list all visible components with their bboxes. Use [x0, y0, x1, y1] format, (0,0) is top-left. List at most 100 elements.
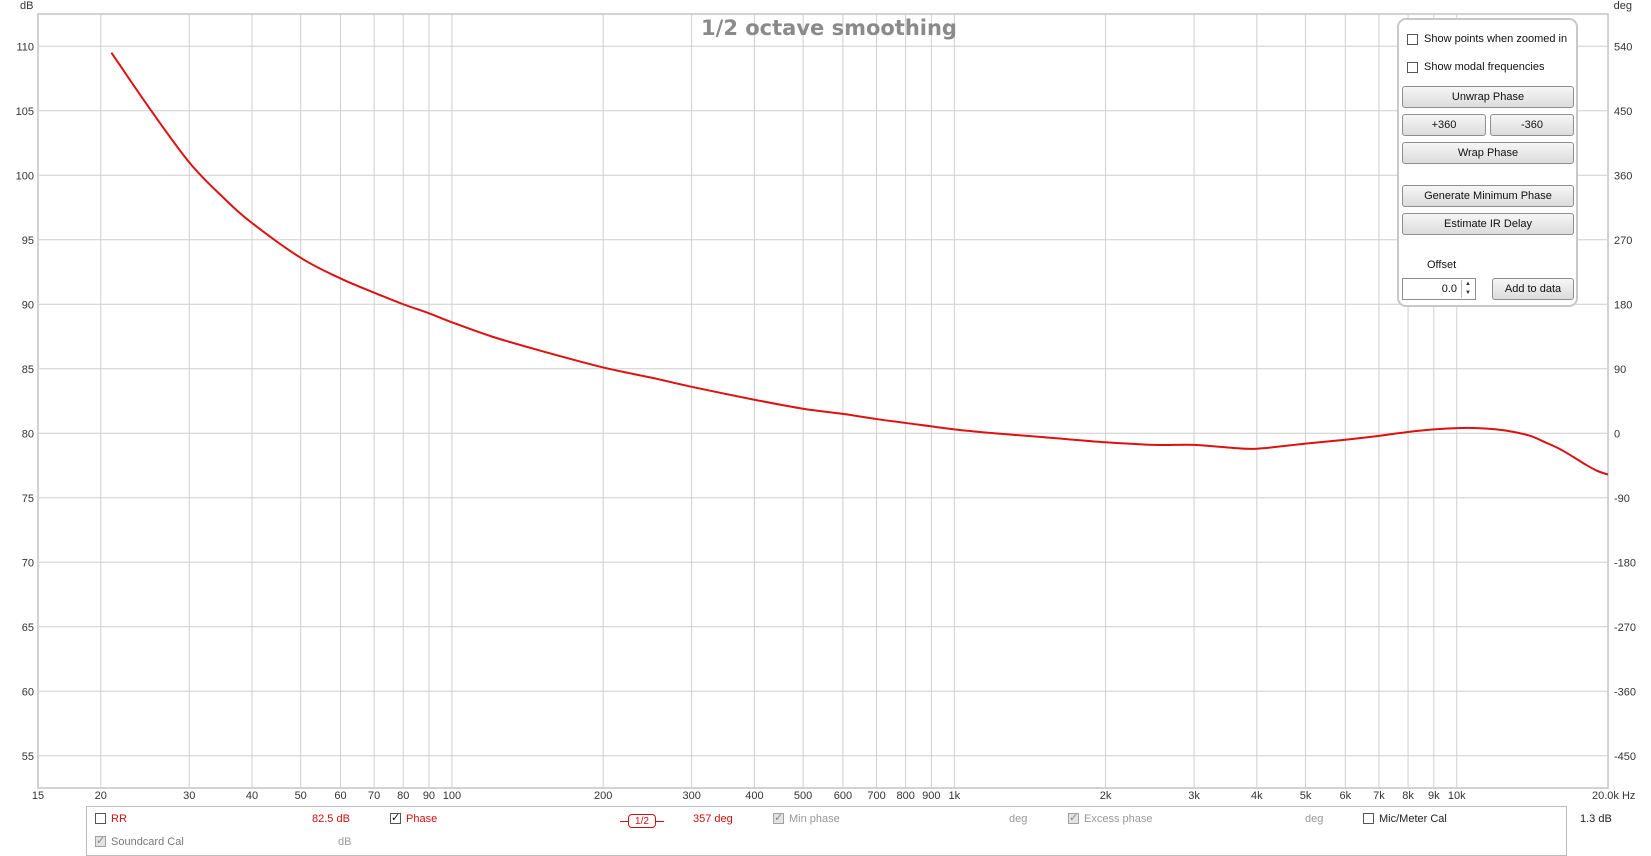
- show-modal-label: Show modal frequencies: [1424, 61, 1545, 73]
- y-tick-label-right: 90: [1614, 364, 1626, 376]
- phase-value: 357 deg: [693, 813, 733, 825]
- show-modal-option[interactable]: Show modal frequencies: [1407, 61, 1544, 73]
- y-tick-label-left: 105: [16, 106, 34, 118]
- soundcard-cal-label: Soundcard Cal: [111, 836, 184, 848]
- y-tick-label-left: 80: [22, 428, 34, 440]
- rr-checkbox[interactable]: [95, 813, 106, 824]
- legend-bar: RR 82.5 dB Phase 1/2 357 deg: [86, 806, 1612, 856]
- excess-phase-label: Excess phase: [1084, 813, 1153, 825]
- y-tick-label-left: 65: [22, 622, 34, 634]
- y-tick-label-left: 85: [22, 364, 34, 376]
- x-tick-label: 6k: [1339, 790, 1351, 802]
- x-tick-label: 80: [397, 790, 409, 802]
- x-tick-label: 200: [594, 790, 612, 802]
- soundcard-cal-unit: dB: [338, 836, 352, 848]
- x-tick-label: 90: [423, 790, 435, 802]
- x-tick-label: 600: [834, 790, 852, 802]
- plot-frame: [37, 13, 1609, 789]
- mic-cal-value: 1.3 dB: [1580, 813, 1612, 825]
- x-tick-label: 400: [745, 790, 763, 802]
- mic-cal-label: Mic/Meter Cal: [1379, 813, 1447, 825]
- x-axis-tick-labels: 15 20 30 40 50 60 70 80 90 100 200 300 400 500 600 700 8…: [32, 790, 1636, 802]
- estimate-ir-delay-button[interactable]: Estimate IR Delay: [1402, 213, 1574, 235]
- phase-control-panel: Show points when zoomed in Show modal fr…: [1397, 18, 1578, 307]
- excess-phase-unit: deg: [1305, 813, 1324, 825]
- plot-grid: [37, 13, 1609, 789]
- show-points-label: Show points when zoomed in: [1424, 33, 1568, 45]
- x-tick-label: 20.0k Hz: [1592, 790, 1635, 802]
- x-tick-label: 800: [896, 790, 914, 802]
- y-tick-label-left: 60: [22, 686, 34, 698]
- y-tick-label-right: 450: [1614, 106, 1632, 118]
- y-axis-right-tick-labels: 540 450 360 270 180 90 0 -90 -180 -270 -360 -450: [1614, 41, 1636, 763]
- x-tick-label: 15: [32, 790, 44, 802]
- phase-label: Phase: [406, 813, 438, 825]
- y-tick-label-right: -450: [1614, 751, 1636, 763]
- x-tick-label: 100: [443, 790, 461, 802]
- x-tick-label: 30: [183, 790, 195, 802]
- add-to-data-button[interactable]: Add to data: [1492, 278, 1574, 300]
- show-points-option[interactable]: Show points when zoomed in: [1407, 33, 1567, 45]
- chart-title: 1/2 octave smoothing: [701, 16, 957, 40]
- soundcard-cal-checkbox[interactable]: [95, 834, 106, 847]
- unwrap-phase-button[interactable]: Unwrap Phase: [1402, 86, 1574, 108]
- series-layer: [110, 52, 1609, 476]
- x-tick-label: 40: [246, 790, 258, 802]
- y-tick-label-left: 90: [22, 299, 34, 311]
- y-tick-label-left: 100: [16, 170, 34, 182]
- x-tick-label: 8k: [1402, 790, 1414, 802]
- offset-value: 0.0: [1441, 283, 1457, 295]
- y-axis-right-unit: deg: [1614, 0, 1632, 12]
- y-tick-label-left: 55: [22, 751, 34, 763]
- min-phase-label: Min phase: [789, 813, 840, 825]
- x-tick-label: 500: [794, 790, 812, 802]
- wrap-phase-button[interactable]: Wrap Phase: [1402, 142, 1574, 164]
- y-tick-label-left: 110: [16, 41, 34, 53]
- y-tick-label-right: 180: [1614, 299, 1632, 311]
- x-tick-label: 9k: [1428, 790, 1440, 802]
- generate-minimum-phase-button[interactable]: Generate Minimum Phase: [1402, 185, 1574, 207]
- frequency-response-plot[interactable]: 15 20 30 40 50 60 70 80 90 100 200 300 400 500 600 700 8…: [0, 0, 1651, 806]
- x-tick-label: 700: [867, 790, 885, 802]
- min-phase-checkbox[interactable]: [773, 811, 784, 824]
- phase-checkbox[interactable]: [390, 811, 401, 824]
- y-tick-label-right: -360: [1614, 686, 1636, 698]
- y-tick-label-right: -90: [1614, 493, 1630, 505]
- y-axis-left-unit: dB: [20, 0, 33, 12]
- minus-360-button[interactable]: -360: [1490, 114, 1574, 136]
- x-tick-label: 60: [334, 790, 346, 802]
- y-tick-label-left: 70: [22, 557, 34, 569]
- x-tick-label: 5k: [1300, 790, 1312, 802]
- x-tick-label: 7k: [1373, 790, 1385, 802]
- spin-up-icon[interactable]: ▲: [1465, 281, 1471, 287]
- x-tick-label: 4k: [1251, 790, 1263, 802]
- spin-down-icon[interactable]: ▼: [1465, 290, 1471, 296]
- x-tick-label: 50: [295, 790, 307, 802]
- y-tick-label-right: 360: [1614, 170, 1632, 182]
- offset-spinner[interactable]: ▲ ▼: [1461, 280, 1474, 298]
- excess-phase-checkbox[interactable]: [1068, 811, 1079, 824]
- rr-value: 82.5 dB: [312, 813, 350, 825]
- x-tick-label: 3k: [1188, 790, 1200, 802]
- x-tick-label: 300: [682, 790, 700, 802]
- y-tick-label-right: 0: [1614, 428, 1620, 440]
- y-tick-label-right: 540: [1614, 41, 1632, 53]
- x-tick-label: 10k: [1448, 790, 1466, 802]
- y-tick-label-right: 270: [1614, 235, 1632, 247]
- mic-cal-checkbox[interactable]: [1363, 813, 1374, 824]
- x-tick-label: 70: [368, 790, 380, 802]
- y-tick-label-right: -180: [1614, 557, 1636, 569]
- x-tick-label: 20: [95, 790, 107, 802]
- plus-360-button[interactable]: +360: [1402, 114, 1486, 136]
- offset-label: Offset: [1427, 259, 1457, 271]
- y-axis-left-tick-labels: 110 105 100 95 90 85 80 75 70 65 60 55: [16, 41, 34, 763]
- x-tick-label: 1k: [949, 790, 961, 802]
- x-tick-label: 900: [922, 790, 940, 802]
- show-modal-checkbox[interactable]: [1407, 61, 1418, 73]
- smoothing-badge[interactable]: 1/2: [620, 814, 664, 828]
- y-tick-label-left: 75: [22, 493, 34, 505]
- offset-input[interactable]: 0.0 ▲ ▼: [1402, 278, 1476, 300]
- y-tick-label-left: 95: [22, 235, 34, 247]
- show-points-checkbox[interactable]: [1407, 33, 1418, 45]
- x-tick-label: 2k: [1100, 790, 1112, 802]
